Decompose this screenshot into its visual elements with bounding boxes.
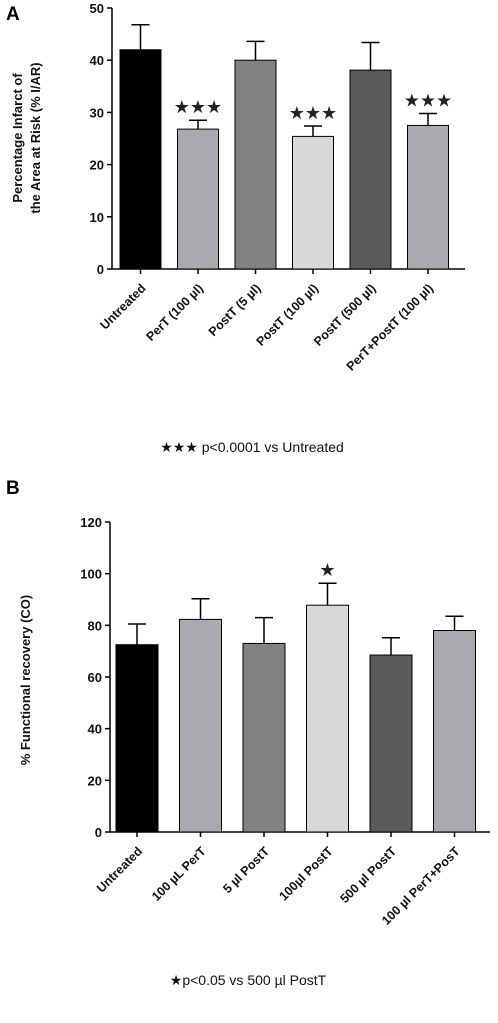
panel-a-category-2: PostT (5 µl) [206, 281, 264, 339]
panel-b-bar-5 [433, 630, 476, 833]
panel-b-bar-3 [306, 604, 349, 833]
panel-a-bar-4 [349, 69, 392, 270]
panel-a-significance-1: ★★★ [174, 97, 222, 117]
panel-b-bar-4 [369, 654, 413, 833]
panel-a-bar-0 [119, 49, 162, 270]
panel-b-category-4: 500 µl PostT [337, 844, 399, 906]
panel-a-bar-3 [292, 135, 334, 270]
panel-a-footnote: ★★★ p<0.0001 vs Untreated [160, 439, 344, 455]
panel-b-ytick-label-0: 0 [95, 825, 102, 840]
panel-b-ylabel-line-0: % Functional recovery (CO) [18, 595, 33, 765]
panel-a-ytick-label-10: 10 [90, 210, 104, 225]
panel-b-bar-2 [242, 642, 286, 833]
panel-a-ytick-label-50: 50 [90, 1, 104, 16]
panel-a-ylabel-line-0: Percentage Infarct of [10, 73, 25, 203]
panel-a-label: A [6, 4, 20, 25]
panel-a-ytick-label-20: 20 [90, 158, 104, 173]
panel-b-ytick-label-80: 80 [88, 618, 102, 633]
panel-a-category-0: Untreated [97, 281, 148, 332]
panel-b-category-3: 100µl PostT [276, 844, 335, 903]
panel-a-bar-5 [407, 124, 449, 270]
panel-b-significance-3: ★ [319, 560, 335, 580]
panel-b-category-2: 5 µl PostT [220, 844, 272, 896]
panel-b-category-1: 100 µL PerT [149, 844, 209, 904]
panel-b-ytick-label-100: 100 [80, 567, 102, 582]
panel-a-ytick-label-40: 40 [90, 53, 104, 68]
panel-b-bar-0 [115, 644, 159, 833]
panel-a-ytick-label-30: 30 [90, 105, 104, 120]
panel-b-ytick-label-40: 40 [88, 722, 102, 737]
panel-b-label: B [6, 478, 20, 499]
panel-b-ytick-label-60: 60 [88, 670, 102, 685]
panel-a-category-1: PerT (100 µl) [143, 281, 206, 344]
panel-a-significance-3: ★★★ [289, 103, 337, 123]
panel-b-bar-1 [179, 618, 222, 833]
panel-b-ytick-label-20: 20 [88, 773, 102, 788]
panel-a-ytick-label-0: 0 [97, 262, 104, 277]
panel-b-ytick-label-120: 120 [80, 515, 102, 530]
panel-b-footnote: ★p<0.05 vs 500 µl PostT [170, 972, 327, 988]
panel-b-category-0: Untreated [94, 844, 145, 895]
panel-a-significance-5: ★★★ [404, 90, 452, 110]
panel-a-bar-2 [234, 59, 277, 270]
panel-a-bar-1 [177, 128, 219, 270]
panel-a-ylabel-line-1: the Area at Risk (% I/AR) [28, 62, 43, 213]
